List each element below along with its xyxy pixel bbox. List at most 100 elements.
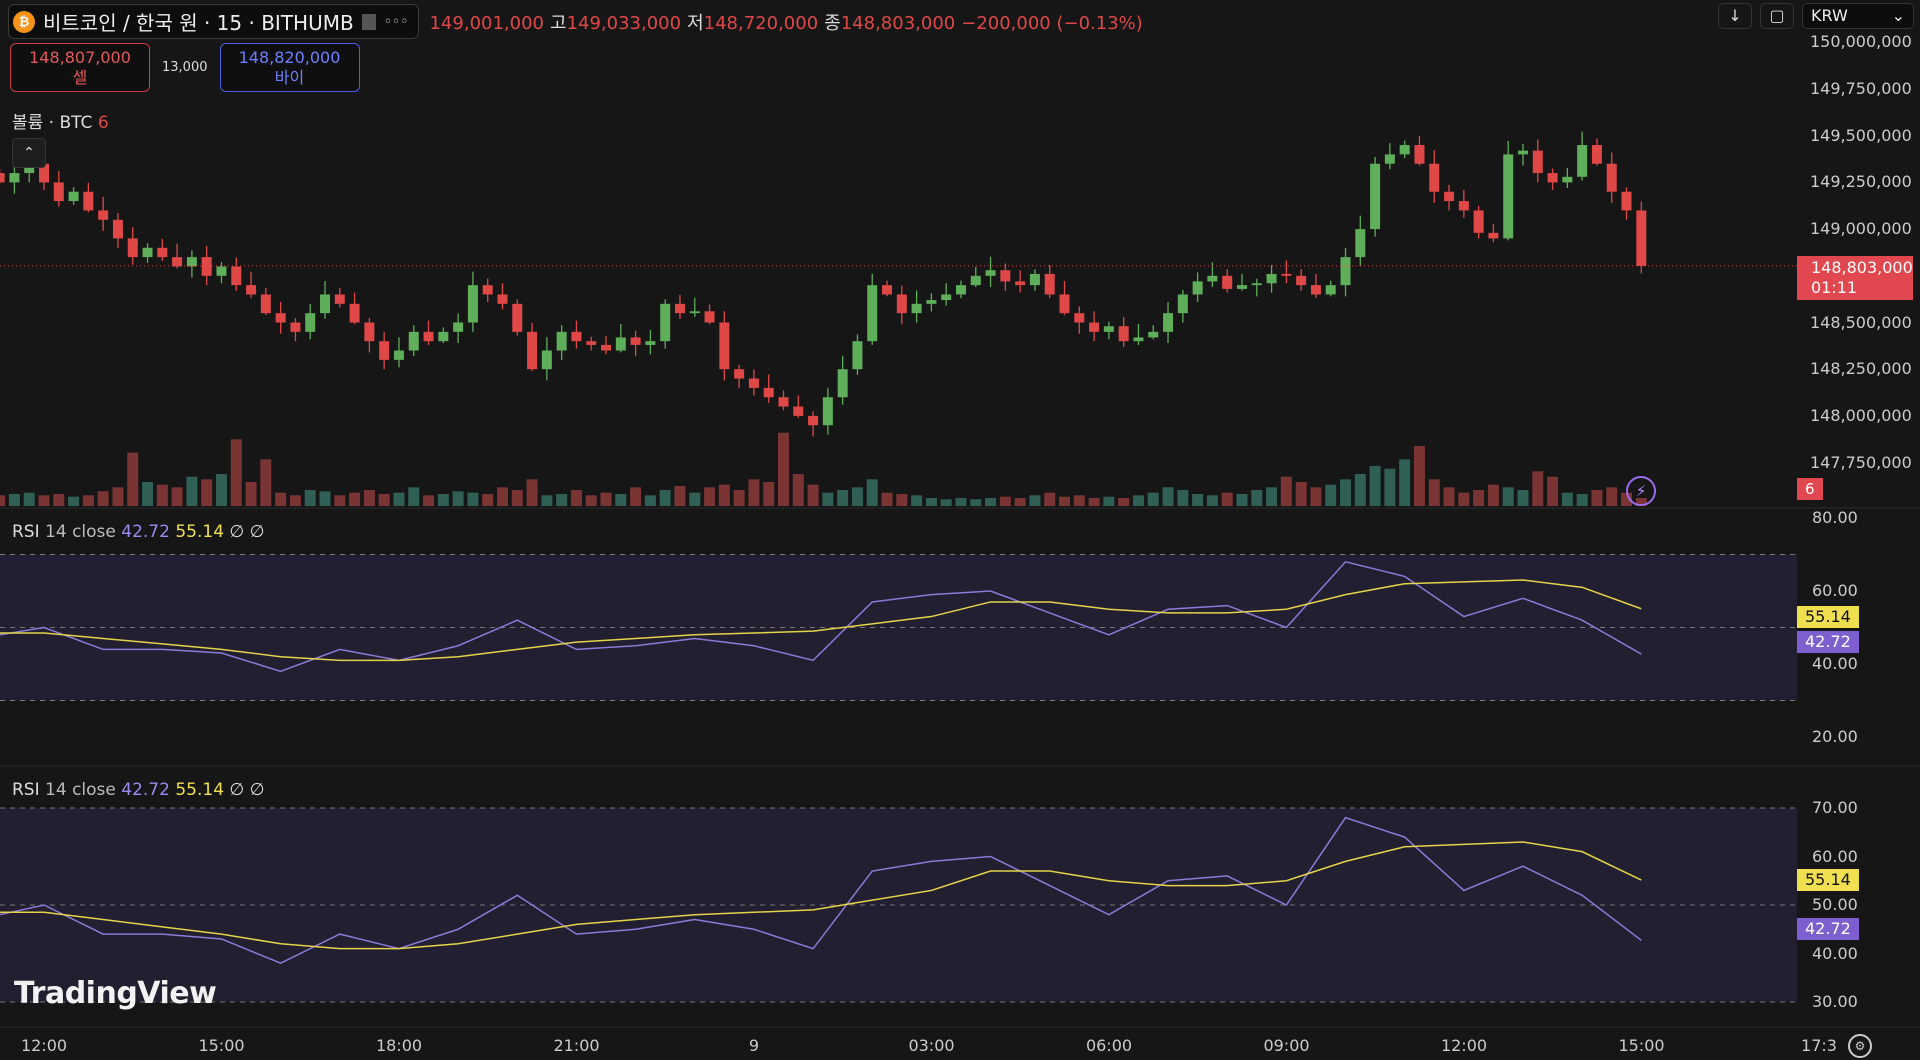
open-value: 149,001,000 <box>429 12 544 34</box>
candle-body <box>911 303 922 314</box>
volume-bar <box>511 490 523 506</box>
candle-body <box>1133 337 1144 342</box>
buy-button[interactable]: 148,820,000 바이 <box>219 43 360 92</box>
candle-body <box>157 247 168 258</box>
rsi-value: 42.72 <box>121 522 170 542</box>
price-axis-tick: 148,000,000 <box>1810 405 1912 425</box>
candle-body <box>808 415 819 426</box>
volume-bar <box>1606 487 1618 506</box>
volume-bar <box>260 459 272 506</box>
candle-body <box>1074 313 1085 323</box>
fullscreen-button[interactable]: ▢ <box>1760 3 1794 29</box>
candle-body <box>985 270 996 276</box>
candle-body <box>467 285 478 323</box>
volume-bar <box>496 487 508 506</box>
volume-bar <box>334 495 346 506</box>
volume-bar <box>866 479 878 506</box>
volume-bar <box>985 498 997 506</box>
candle-body <box>290 322 301 332</box>
rsi-legend-1: RSI 14 close 42.72 55.14 ∅ ∅ <box>12 522 264 542</box>
candle-body <box>68 191 79 202</box>
candle-body <box>1606 163 1617 192</box>
volume-bar <box>837 490 849 506</box>
volume-bar <box>940 499 952 506</box>
volume-bar <box>896 494 908 506</box>
volume-bar <box>319 491 331 506</box>
volume-bar <box>1221 492 1233 506</box>
download-button[interactable]: ↓ <box>1718 3 1752 29</box>
volume-bar <box>1059 496 1071 506</box>
time-axis-tick: 03:00 <box>908 1036 955 1055</box>
candle-body <box>970 275 981 286</box>
rsi2-ma-tag: 55.14 <box>1797 869 1859 891</box>
currency-select[interactable]: KRW ⌄ <box>1802 3 1914 29</box>
volume-bar <box>452 491 464 506</box>
candle-body <box>1577 145 1588 177</box>
volume-bar <box>999 496 1011 506</box>
rsi-legend-2: RSI 14 close 42.72 55.14 ∅ ∅ <box>12 780 264 800</box>
volume-bar <box>215 474 227 506</box>
more-icon[interactable]: ◦◦◦ <box>383 13 409 30</box>
candle-body <box>1192 281 1203 295</box>
candle-body <box>260 294 271 314</box>
candle-body <box>645 341 656 345</box>
rsi2-line <box>0 816 1642 965</box>
trade-panel: 148,807,000 셀 13,000 148,820,000 바이 <box>10 43 360 92</box>
tradingview-logo: TradingView <box>14 976 217 1011</box>
candle-body <box>955 285 966 295</box>
candle-body <box>1000 270 1011 282</box>
time-axis-tick: 09:00 <box>1263 1036 1310 1055</box>
time-axis-tick: 17:3 <box>1801 1036 1837 1055</box>
volume-bar <box>289 495 301 506</box>
candle-body <box>0 173 5 183</box>
candle-body <box>1015 281 1026 286</box>
rsi1-ma-line <box>0 579 1642 662</box>
sell-button[interactable]: 148,807,000 셀 <box>10 43 150 92</box>
currency-value: KRW <box>1811 6 1848 25</box>
volume-bar <box>556 494 568 506</box>
candle-body <box>453 322 464 332</box>
volume-bar <box>1517 490 1529 506</box>
candle-body <box>24 163 35 174</box>
candle-body <box>527 331 538 370</box>
lightning-icon[interactable]: ⚡ <box>1626 476 1656 506</box>
volume-bar <box>1029 495 1041 506</box>
candle-body <box>186 257 197 267</box>
candle-body <box>601 344 612 351</box>
candle-body <box>822 397 833 426</box>
volume-bar <box>1532 471 1544 506</box>
time-axis-tick: 06:00 <box>1085 1036 1133 1055</box>
last-price: 148,803,000 <box>1811 258 1913 277</box>
volume-bar <box>8 494 20 506</box>
collapse-legend-button[interactable]: ⌃ <box>12 138 46 168</box>
volume-bar <box>82 495 94 506</box>
volume-bar <box>97 491 109 506</box>
candle-body <box>1458 201 1469 211</box>
candle-body <box>1236 285 1247 289</box>
buy-label: 바이 <box>274 68 305 87</box>
symbol-title: 비트코인 / 한국 원 · 15 · BITHUMB <box>43 11 354 35</box>
volume-bar <box>23 492 35 506</box>
volume-bar <box>127 452 139 506</box>
low-label: 저 <box>687 12 704 34</box>
volume-bar <box>186 476 198 506</box>
candle-body <box>1281 273 1292 276</box>
candle-body <box>1473 210 1484 233</box>
volume-bar <box>112 487 124 506</box>
volume-bar <box>1487 484 1499 506</box>
price-axis-tick: 149,250,000 <box>1810 172 1912 192</box>
symbol-button[interactable]: ₿ 비트코인 / 한국 원 · 15 · BITHUMB ◦◦◦ <box>8 4 420 39</box>
candle-body <box>1340 257 1351 286</box>
volume-bar <box>585 495 597 506</box>
volume-bar <box>718 484 730 506</box>
volume-bar <box>733 490 745 506</box>
settings-icon[interactable]: ⚙ <box>1848 1034 1872 1058</box>
arrow-down-icon: ↓ <box>1728 6 1742 25</box>
volume-bar <box>171 487 183 506</box>
candle-body <box>541 350 552 370</box>
volume-bar <box>378 494 390 506</box>
spread-value: 13,000 <box>162 60 208 75</box>
volume-bar <box>1251 490 1263 506</box>
price-axis-tick: 149,500,000 <box>1810 125 1912 145</box>
